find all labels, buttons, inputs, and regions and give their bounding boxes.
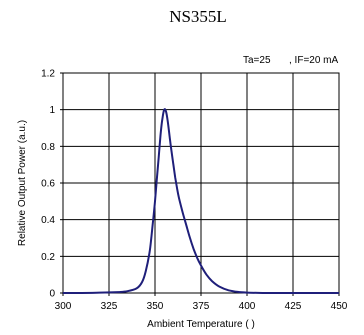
x-axis-tick-labels: 300 325 350 375 400 425 450	[55, 293, 348, 312]
y-axis-tick-labels: 0 0.2 0.4 0.6 0.8 1 1.2	[41, 69, 63, 300]
x-tick-label: 450	[331, 301, 348, 312]
grid-lines	[62, 72, 340, 294]
x-tick-label: 300	[55, 301, 72, 312]
y-tick-label: 0	[49, 289, 55, 300]
y-tick-label: 0.4	[41, 215, 55, 226]
x-tick-label: 425	[285, 301, 302, 312]
condition-label-temperature: Ta=25	[243, 55, 271, 66]
y-tick-label: 1.2	[41, 69, 55, 80]
y-tick-label: 0.2	[41, 252, 55, 263]
chart-title: NS355L	[169, 7, 227, 26]
data-series	[62, 108, 339, 295]
x-tick-label: 375	[193, 301, 210, 312]
y-axis-label: Relative Output Power (a.u.)	[17, 120, 28, 246]
condition-label-current: , IF=20 mA	[289, 55, 339, 66]
y-tick-label: 0.6	[41, 179, 55, 190]
x-tick-label: 400	[239, 301, 256, 312]
x-axis-label: Ambient Temperature ( )	[147, 319, 255, 330]
x-tick-label: 325	[101, 301, 118, 312]
output-power-curve	[62, 108, 339, 295]
x-tick-label: 350	[147, 301, 164, 312]
y-tick-label: 0.8	[41, 142, 55, 153]
y-tick-label: 1	[49, 105, 55, 116]
